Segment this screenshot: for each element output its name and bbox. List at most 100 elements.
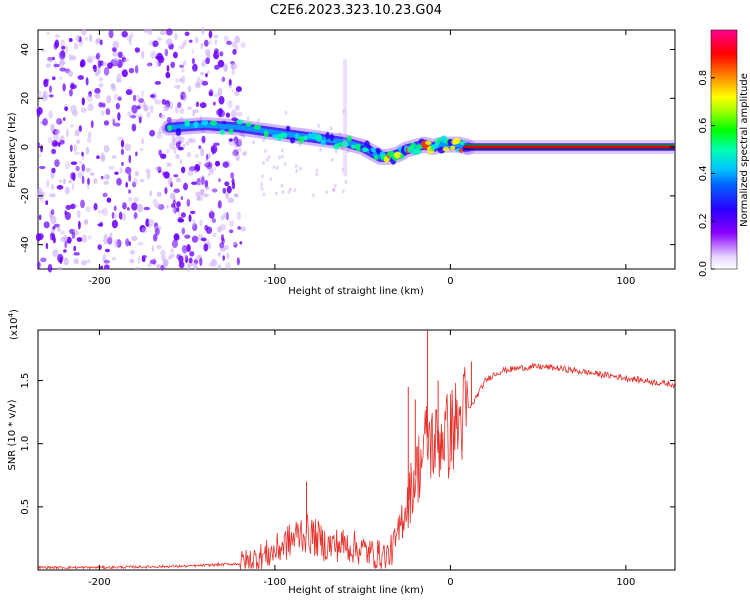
scatter-point [64, 240, 68, 249]
scatter-point [81, 163, 85, 172]
scatter-point [154, 203, 161, 209]
scatter-point [121, 69, 128, 78]
ridge-blob [397, 146, 402, 151]
scatter-point [87, 177, 90, 186]
scatter-point [100, 154, 106, 162]
spectrogram-x-tick-label: -200 [88, 276, 111, 287]
scatter-point [127, 111, 132, 117]
scatter-point [263, 149, 267, 154]
spectrogram-scatter [35, 27, 350, 273]
scatter-point [77, 220, 81, 230]
ridge-blob [341, 140, 349, 148]
snr-x-tick-label: 0 [447, 577, 453, 588]
scatter-point [52, 236, 56, 244]
scatter-point [172, 51, 178, 59]
spectrogram-x-tick-label: 0 [447, 276, 453, 287]
scatter-point [214, 160, 221, 167]
scatter-point [38, 153, 42, 158]
scatter-point [149, 259, 157, 265]
ridge-blob [209, 120, 218, 126]
ridge-blob [325, 131, 330, 140]
scatter-point [68, 179, 72, 184]
scatter-point [106, 95, 112, 104]
scatter-point [126, 35, 132, 42]
scatter-point [98, 77, 104, 82]
spectrogram-y-tick-label: 20 [20, 92, 31, 105]
scatter-point [294, 164, 298, 169]
scatter-point [166, 204, 169, 209]
scatter-point [217, 200, 222, 209]
colorbar-gradient [710, 29, 738, 270]
scatter-point [166, 64, 170, 72]
scatter-point [174, 33, 178, 40]
scatter-point [63, 234, 68, 242]
scatter-point [131, 202, 138, 211]
scatter-point [103, 233, 109, 239]
scatter-point [260, 182, 264, 187]
scatter-point [154, 227, 160, 236]
scatter-point [125, 181, 128, 188]
scatter-point [117, 51, 123, 59]
scatter-point [133, 212, 138, 219]
scatter-point [79, 161, 83, 165]
scatter-point [149, 94, 156, 98]
scatter-point [37, 90, 42, 98]
spectrogram-y-label: Frequency (Hz) [7, 112, 18, 188]
scatter-point [154, 81, 162, 85]
scatter-point [160, 249, 166, 257]
scatter-point [40, 191, 46, 198]
scatter-point [45, 200, 49, 206]
scatter-point [85, 146, 90, 155]
scatter-point [205, 73, 208, 78]
scatter-point [177, 84, 180, 90]
scatter-point [208, 168, 215, 173]
scatter-point [73, 151, 81, 156]
scatter-point [48, 110, 53, 119]
scatter-point [143, 206, 151, 211]
scatter-point [98, 83, 104, 88]
scatter-point [52, 226, 56, 230]
scatter-point [170, 248, 174, 253]
scatter-point [141, 138, 144, 145]
scatter-point [75, 165, 80, 172]
scatter-point [141, 227, 146, 233]
scatter-point [63, 249, 67, 253]
scatter-point [49, 193, 56, 198]
scatter-point [184, 234, 191, 239]
scatter-point [56, 118, 63, 125]
ridge-blob [307, 132, 313, 139]
scatter-point [131, 104, 138, 114]
scatter-point [152, 40, 159, 48]
scatter-point [152, 198, 158, 206]
scatter-point [97, 59, 101, 69]
ridge-blob [184, 119, 190, 127]
scatter-point [167, 256, 173, 260]
scatter-point [231, 150, 237, 157]
scatter-point [205, 57, 211, 65]
scatter-point [201, 80, 209, 86]
scatter-point [173, 205, 177, 214]
snr-y-tick-label: 1.5 [20, 373, 31, 389]
scatter-point [136, 105, 141, 110]
scatter-point [219, 51, 224, 57]
scatter-point [227, 197, 235, 204]
scatter-point [38, 214, 42, 221]
scatter-point [60, 49, 66, 58]
scatter-point [47, 136, 53, 144]
scatter-point [227, 99, 233, 109]
scatter-point [134, 65, 139, 74]
spectrogram-x-tick-label: -100 [264, 276, 287, 287]
scatter-point [214, 39, 218, 45]
ridge-blob [413, 148, 422, 155]
scatter-point [199, 71, 205, 76]
scatter-point [128, 241, 131, 247]
scatter-point [134, 47, 141, 53]
scatter-point [182, 182, 189, 191]
snr-panel: -200 -100 0 100 0.5 1.0 1.5 Height of straigh… [7, 309, 676, 596]
scatter-point [156, 244, 162, 250]
scatter-point [166, 116, 172, 124]
scatter-point [129, 258, 135, 264]
scatter-point [234, 193, 239, 198]
scatter-point [86, 137, 92, 143]
scatter-point [341, 189, 345, 194]
